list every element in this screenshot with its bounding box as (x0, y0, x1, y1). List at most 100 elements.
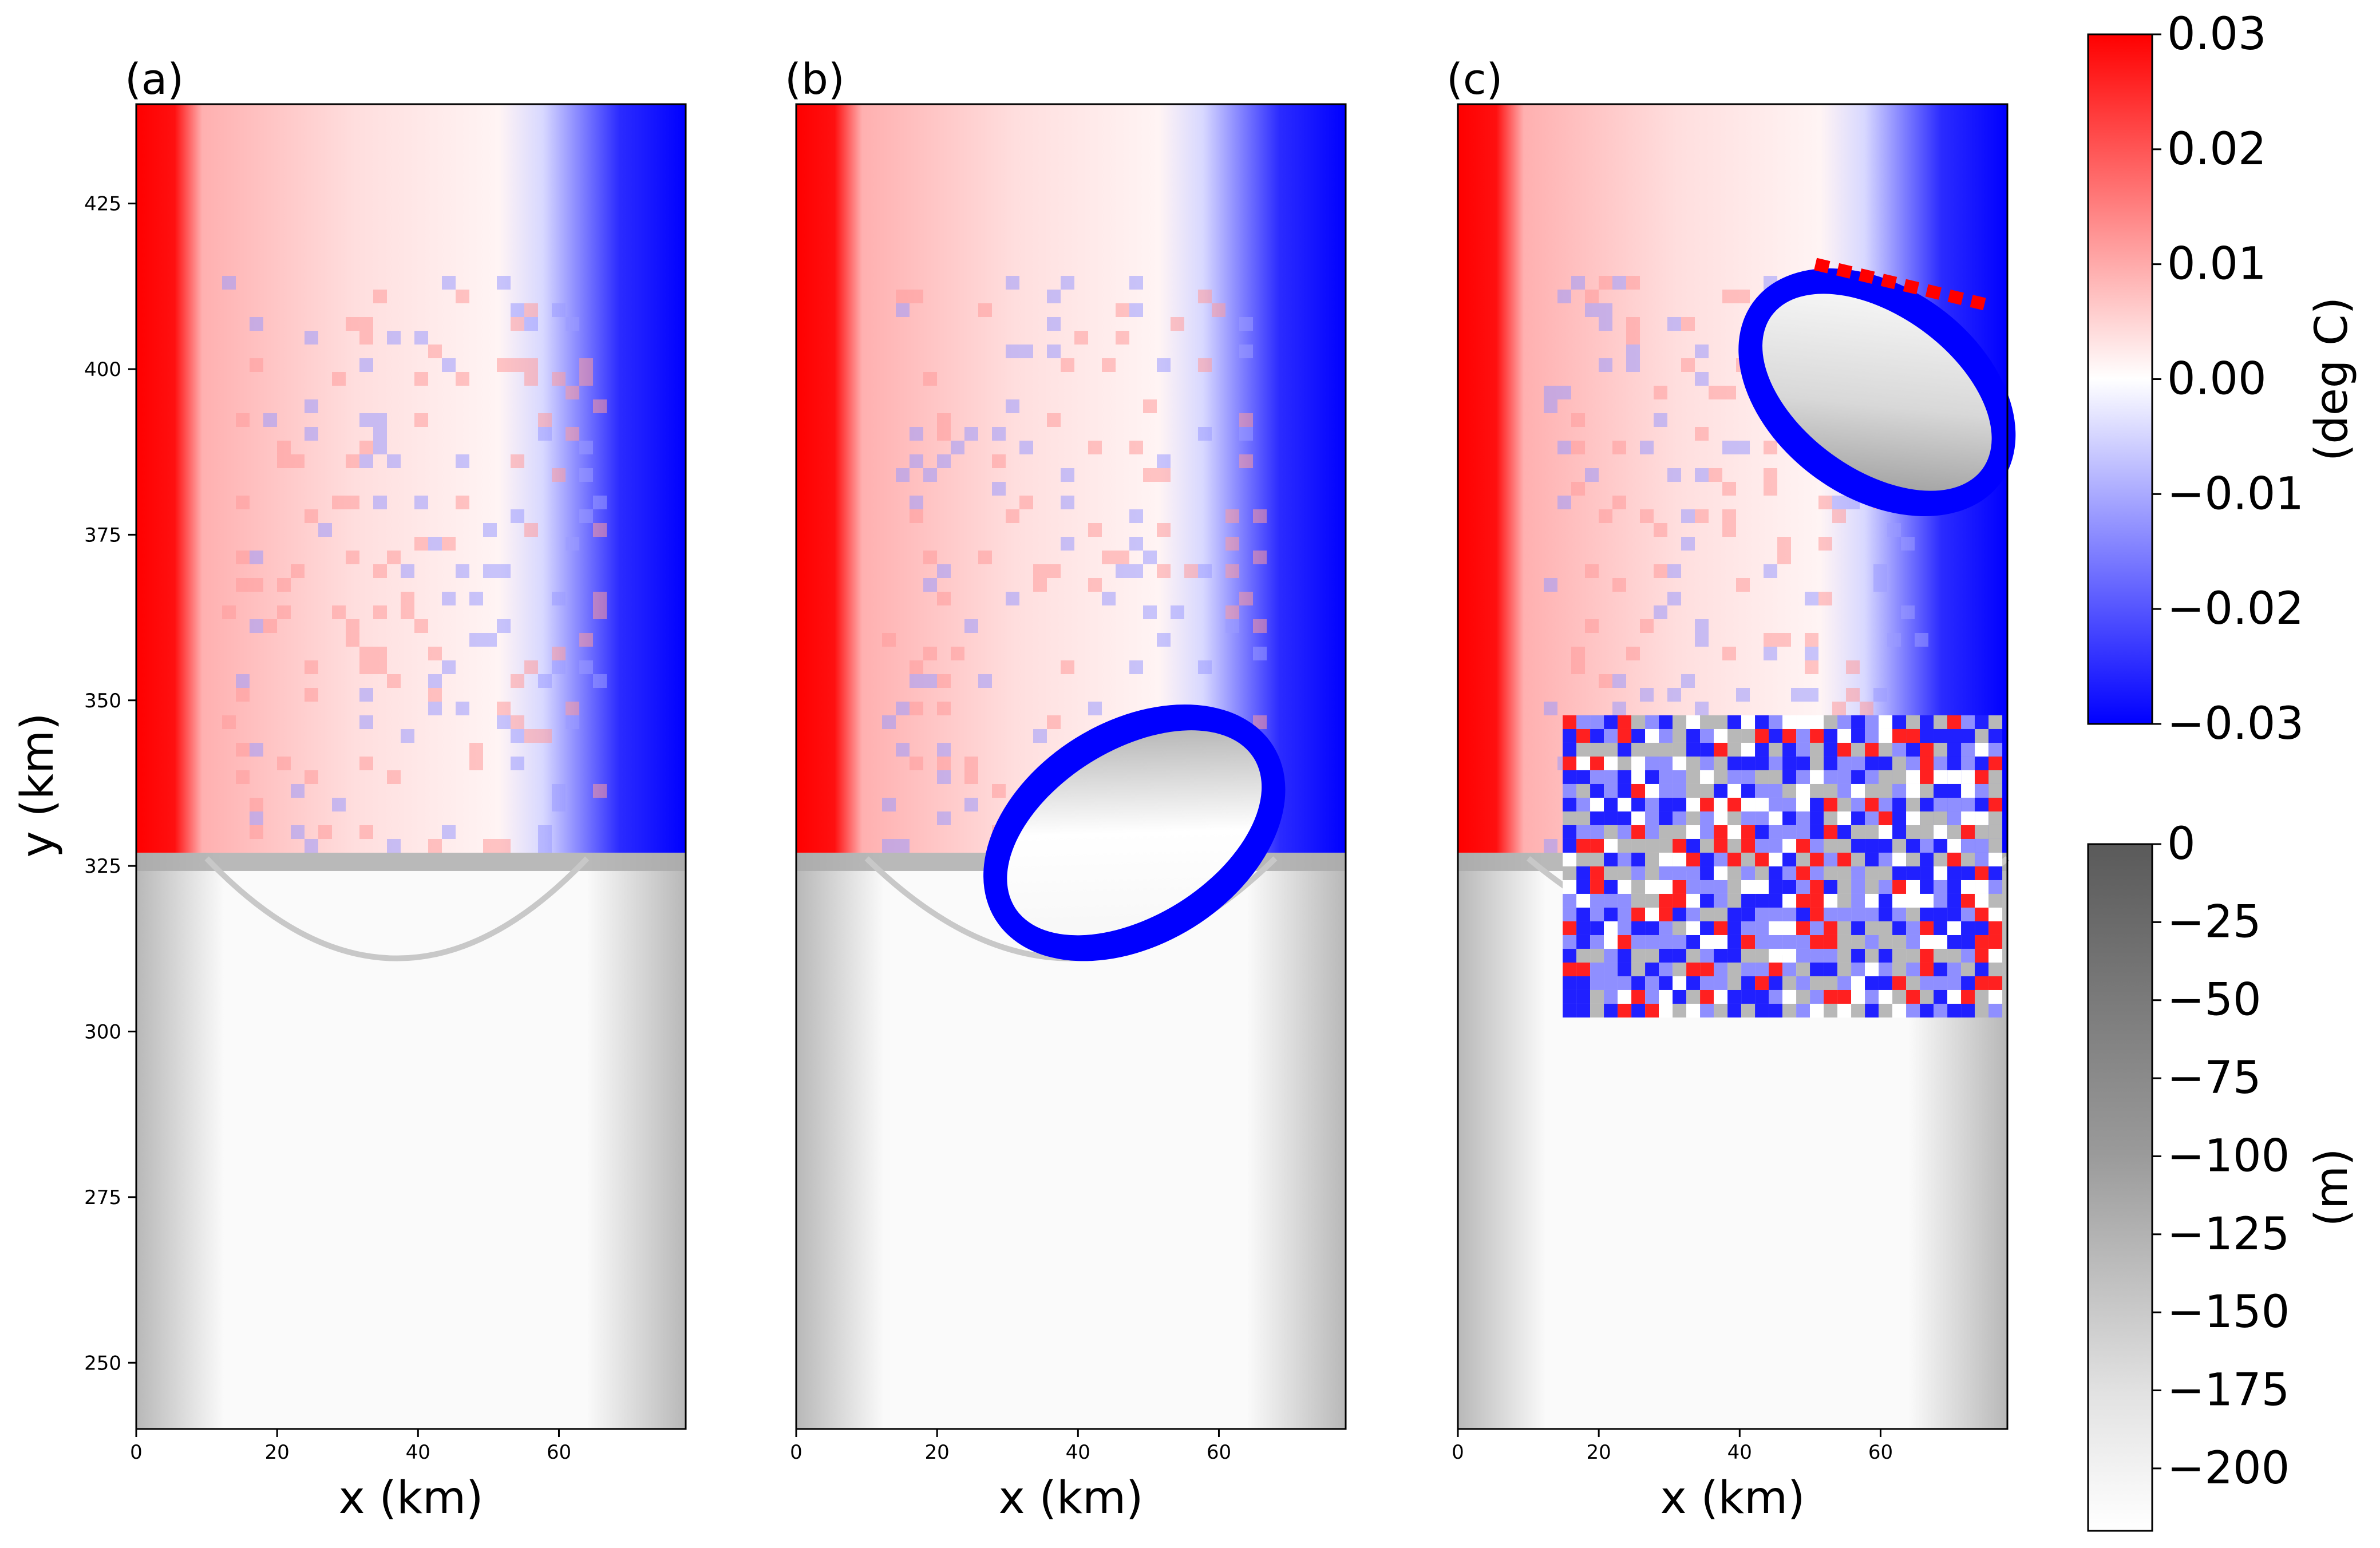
anomaly-cell (387, 770, 401, 784)
anomaly-cell (937, 427, 951, 441)
cavity-cell (1988, 838, 2003, 853)
cavity-cell (1741, 989, 1756, 1004)
cavity-cell (1673, 742, 1687, 757)
cavity-cell (1563, 797, 1577, 811)
cavity-cell (1563, 742, 1577, 757)
anomaly-cell (1612, 578, 1626, 592)
cavity-cell (1741, 715, 1756, 729)
cavity-cell (1865, 921, 1879, 935)
anomaly-cell (910, 290, 923, 303)
anomaly-cell (511, 358, 524, 372)
cavity-cell (1590, 962, 1604, 976)
cavity-cell (1576, 783, 1591, 798)
anomaly-cell (1171, 605, 1184, 619)
cavity-cell (1851, 866, 1865, 880)
anomaly-cell (882, 839, 896, 853)
colorbar-label: (m) (2306, 1149, 2358, 1227)
colorbar-tick-label: 0.03 (2167, 9, 2267, 60)
cavity-cell (1988, 935, 2003, 949)
cavity-cell (1879, 783, 1893, 798)
ice-shelf-region (136, 852, 686, 1429)
cavity-cell (1714, 893, 1728, 908)
anomaly-cell (359, 757, 373, 770)
anomaly-cell (1129, 276, 1143, 290)
cavity-cell (1659, 1003, 1673, 1018)
cavity-cell (1727, 907, 1742, 921)
anomaly-cell (923, 468, 937, 482)
anomaly-cell (1116, 303, 1129, 317)
cavity-cell (1618, 948, 1632, 963)
cavity-cell (1686, 852, 1701, 866)
anomaly-cell (978, 674, 992, 688)
cavity-cell (1714, 921, 1728, 935)
anomaly-cell (442, 537, 456, 551)
cavity-cell (1590, 976, 1604, 990)
cavity-cell (1906, 893, 1920, 908)
cavity-cell (1782, 729, 1797, 743)
cavity-cell (1618, 715, 1632, 729)
x-axis-label: x (km) (999, 1472, 1144, 1524)
cavity-cell (1824, 770, 1838, 784)
cavity-cell (1673, 866, 1687, 880)
cavity-cell (1563, 893, 1577, 908)
cavity-cell (1576, 852, 1591, 866)
cavity-cell (1934, 729, 1948, 743)
cavity-cell (1659, 866, 1673, 880)
anomaly-cell (579, 358, 593, 372)
anomaly-cell (937, 702, 951, 715)
cavity-cell (1618, 893, 1632, 908)
cavity-cell (1892, 838, 1907, 853)
cavity-cell (1934, 715, 1948, 729)
cavity-cell (1590, 1003, 1604, 1018)
cavity-cell (1769, 715, 1783, 729)
cavity-cell (1618, 852, 1632, 866)
cavity-cell (1769, 976, 1783, 990)
iceberg (1007, 730, 1262, 936)
cavity-cell (1920, 742, 1934, 757)
cavity-cell (1851, 756, 1865, 770)
anomaly-cell (497, 715, 511, 729)
cavity-cell (1631, 729, 1646, 743)
cavity-cell (1700, 880, 1714, 894)
cavity-cell (1673, 825, 1687, 839)
cavity-cell (1947, 783, 1962, 798)
axes-frame (1457, 103, 2009, 1430)
anomaly-cell (359, 825, 373, 839)
cavity-cell (1673, 811, 1687, 825)
cavity-cell (1810, 825, 1824, 839)
cavity-cell (1618, 825, 1632, 839)
cavity-cell (1590, 825, 1604, 839)
cavity-cell (1631, 797, 1646, 811)
cavity-cell (1645, 715, 1659, 729)
cavity-cell (1837, 989, 1852, 1004)
cavity-cell (1796, 756, 1810, 770)
cavity-cell (1879, 1003, 1893, 1018)
anomaly-cell (552, 784, 566, 798)
cavity-cell (1604, 962, 1618, 976)
cavity-cell (1604, 921, 1618, 935)
cavity-cell (1563, 715, 1577, 729)
cavity-cell (1865, 935, 1879, 949)
cavity-cell (1975, 811, 1989, 825)
anomaly-cell (1585, 290, 1599, 303)
cavity-cell (1837, 838, 1852, 853)
cavity-cell (1686, 921, 1701, 935)
cavity-cell (1563, 989, 1577, 1004)
cavity-cell (1851, 921, 1865, 935)
cavity-cell (1604, 756, 1618, 770)
cavity-cell (1879, 811, 1893, 825)
cavity-cell (1947, 907, 1962, 921)
anomaly-cell (1225, 509, 1239, 523)
anomaly-cell (277, 454, 291, 468)
cavity-cell (1618, 742, 1632, 757)
anomaly-cell (318, 825, 332, 839)
anomaly-cell (910, 454, 923, 468)
cavity-cell (1879, 935, 1893, 949)
anomaly-cell (332, 372, 346, 386)
anomaly-cell (1585, 619, 1599, 633)
cavity-cell (1796, 770, 1810, 784)
anomaly-cell (896, 743, 910, 757)
cavity-cell (1892, 852, 1907, 866)
cavity-cell (1590, 783, 1604, 798)
anomaly-cell (1171, 317, 1184, 331)
